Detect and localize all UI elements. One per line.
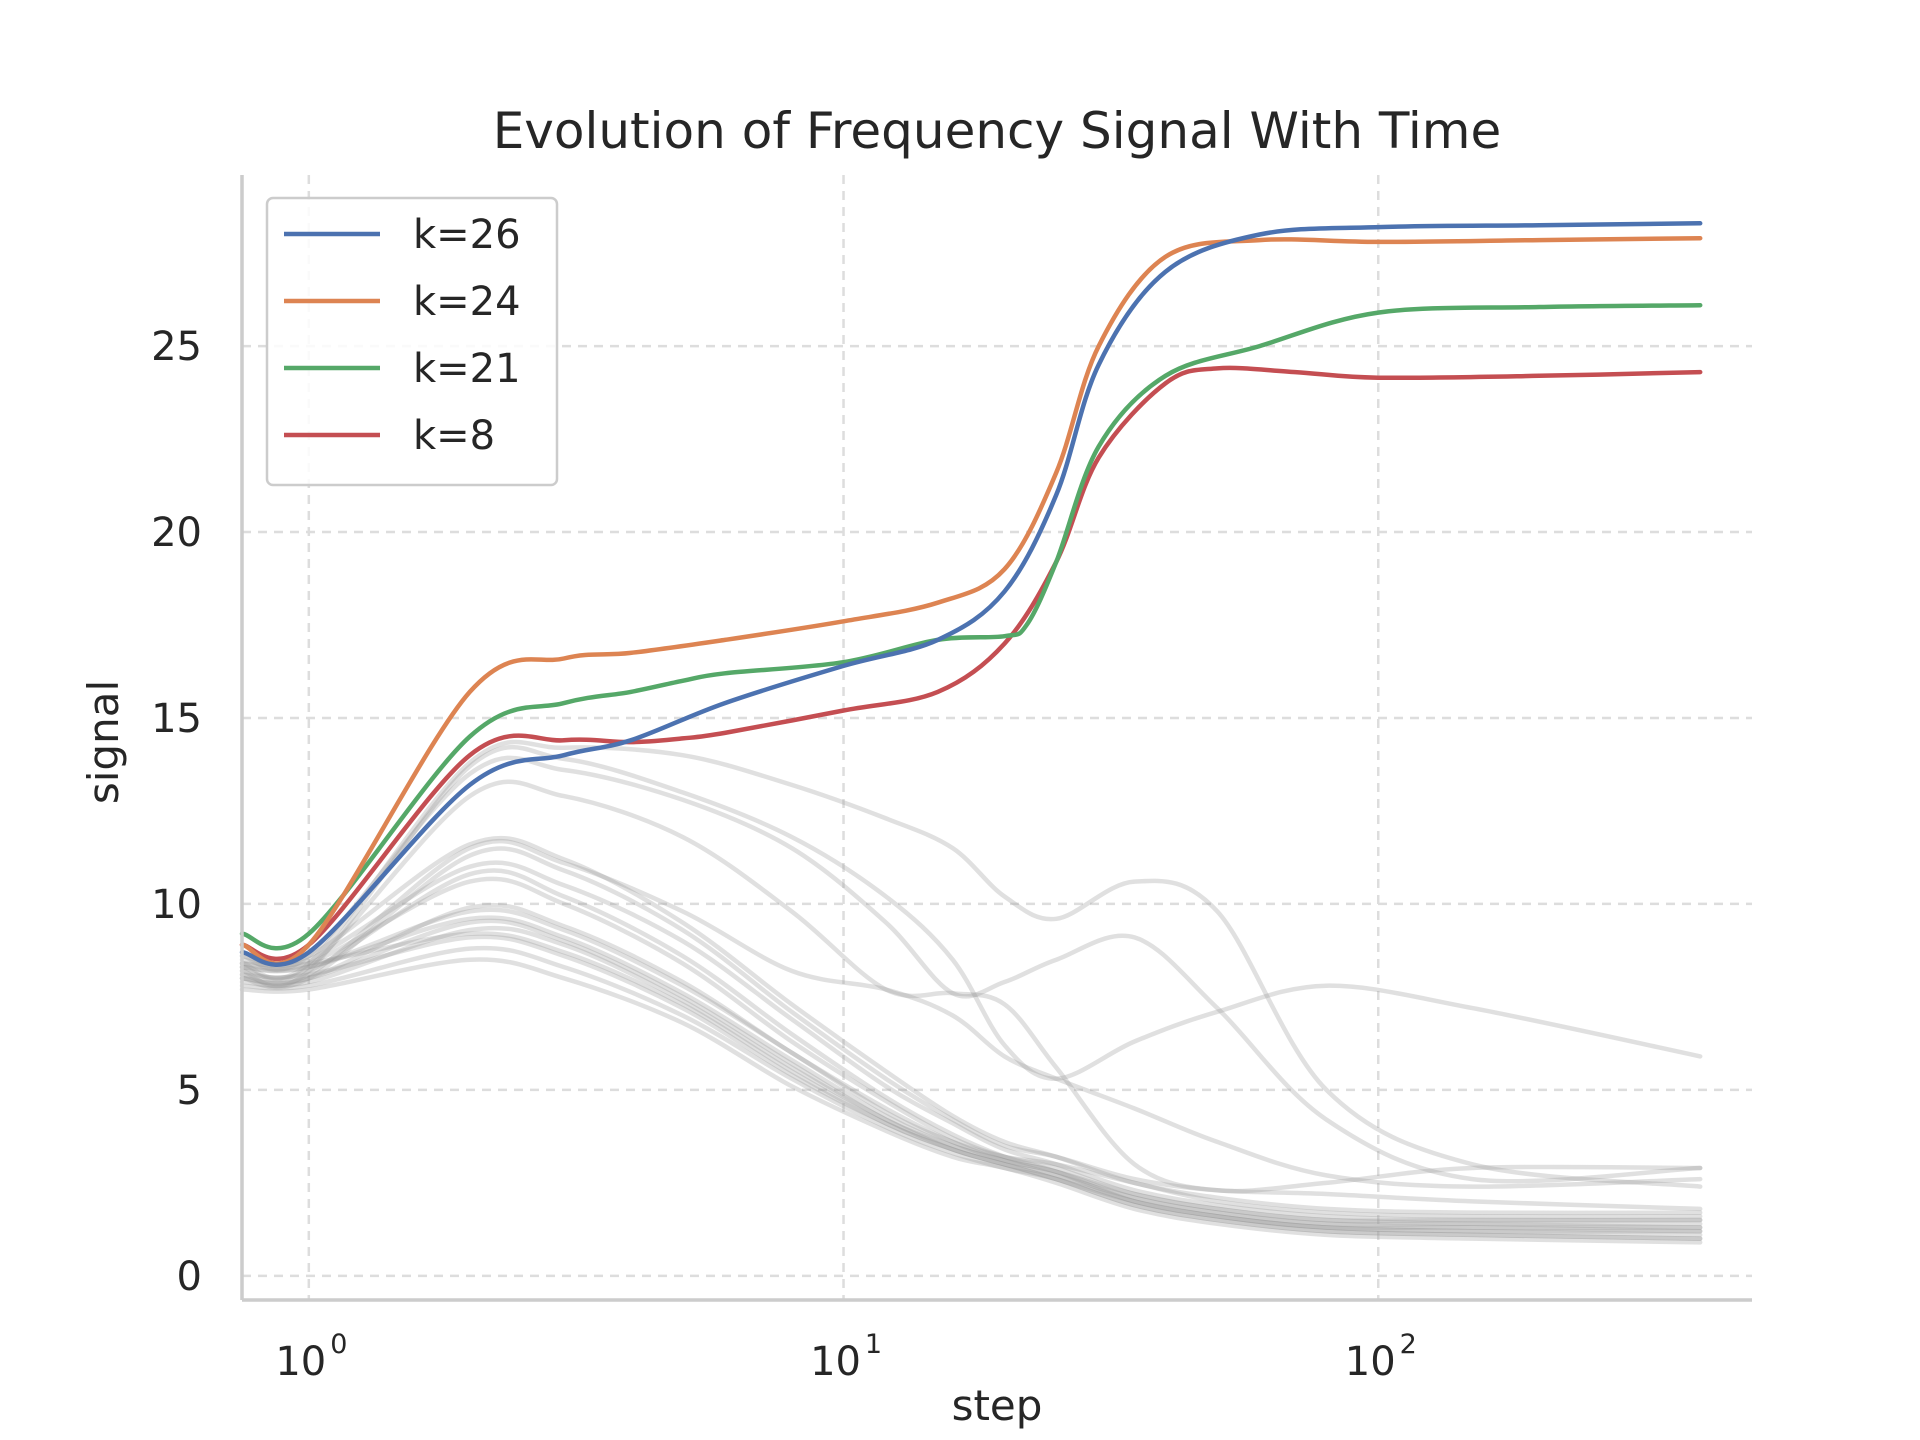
chart-title: Evolution of Frequency Signal With Time	[493, 102, 1502, 160]
background-series-line	[239, 846, 1703, 1212]
y-tick-label: 0	[177, 1254, 202, 1300]
background-series-line	[239, 745, 1703, 1081]
y-axis-label: signal	[79, 680, 128, 804]
series-line-k-26	[239, 221, 1703, 967]
series-line-k-8	[239, 365, 1703, 961]
y-tick-label: 15	[151, 696, 202, 742]
background-series-line	[239, 755, 1703, 1184]
x-tick-label: 10	[275, 1339, 326, 1385]
background-series-line	[239, 945, 1703, 1241]
x-tick-label: 10	[1345, 1339, 1396, 1385]
background-series-line	[239, 835, 1703, 1216]
background-series-line	[239, 876, 1703, 1230]
highlighted-series-group	[239, 221, 1703, 967]
legend-label: k=8	[413, 413, 495, 459]
background-series-line	[239, 907, 1703, 1219]
background-series-line	[239, 739, 1703, 1189]
background-series-line	[239, 957, 1703, 1245]
background-series-line	[239, 902, 1703, 1231]
y-tick-label: 5	[177, 1068, 202, 1114]
background-series-line	[239, 860, 1703, 1223]
legend-label: k=24	[413, 279, 521, 325]
series-line-k-21	[239, 302, 1703, 951]
x-tick-exponent: 1	[865, 1329, 882, 1360]
x-tick-label: 10	[810, 1339, 861, 1385]
background-series-line	[239, 915, 1703, 1234]
background-series-line	[239, 918, 1703, 1224]
legend: k=26 k=24 k=21 k=8	[265, 196, 559, 487]
x-tick-exponent: 0	[330, 1329, 347, 1360]
background-series-line	[239, 838, 1703, 1189]
y-tick-labels: 0 5 10 15 20 25	[151, 324, 202, 1300]
y-tick-label: 25	[151, 324, 202, 370]
background-series-group	[239, 739, 1703, 1245]
grid	[242, 175, 1752, 1300]
axes	[240, 175, 1752, 1302]
x-tick-exponent: 2	[1400, 1329, 1417, 1360]
legend-label: k=26	[413, 212, 521, 258]
background-series-line	[239, 934, 1703, 1227]
y-tick-label: 20	[151, 510, 202, 556]
legend-frame	[265, 196, 559, 487]
y-tick-label: 10	[151, 882, 202, 928]
series-line-k-24	[239, 235, 1703, 966]
background-series-line	[239, 868, 1703, 1238]
background-series-line	[239, 779, 1703, 1194]
background-series-line	[239, 925, 1703, 1241]
background-series-line	[239, 931, 1703, 1234]
x-axis-label: step	[952, 1381, 1043, 1430]
x-tick-labels: 10 0 10 1 10 2	[275, 1329, 1416, 1385]
legend-label: k=21	[413, 346, 521, 392]
